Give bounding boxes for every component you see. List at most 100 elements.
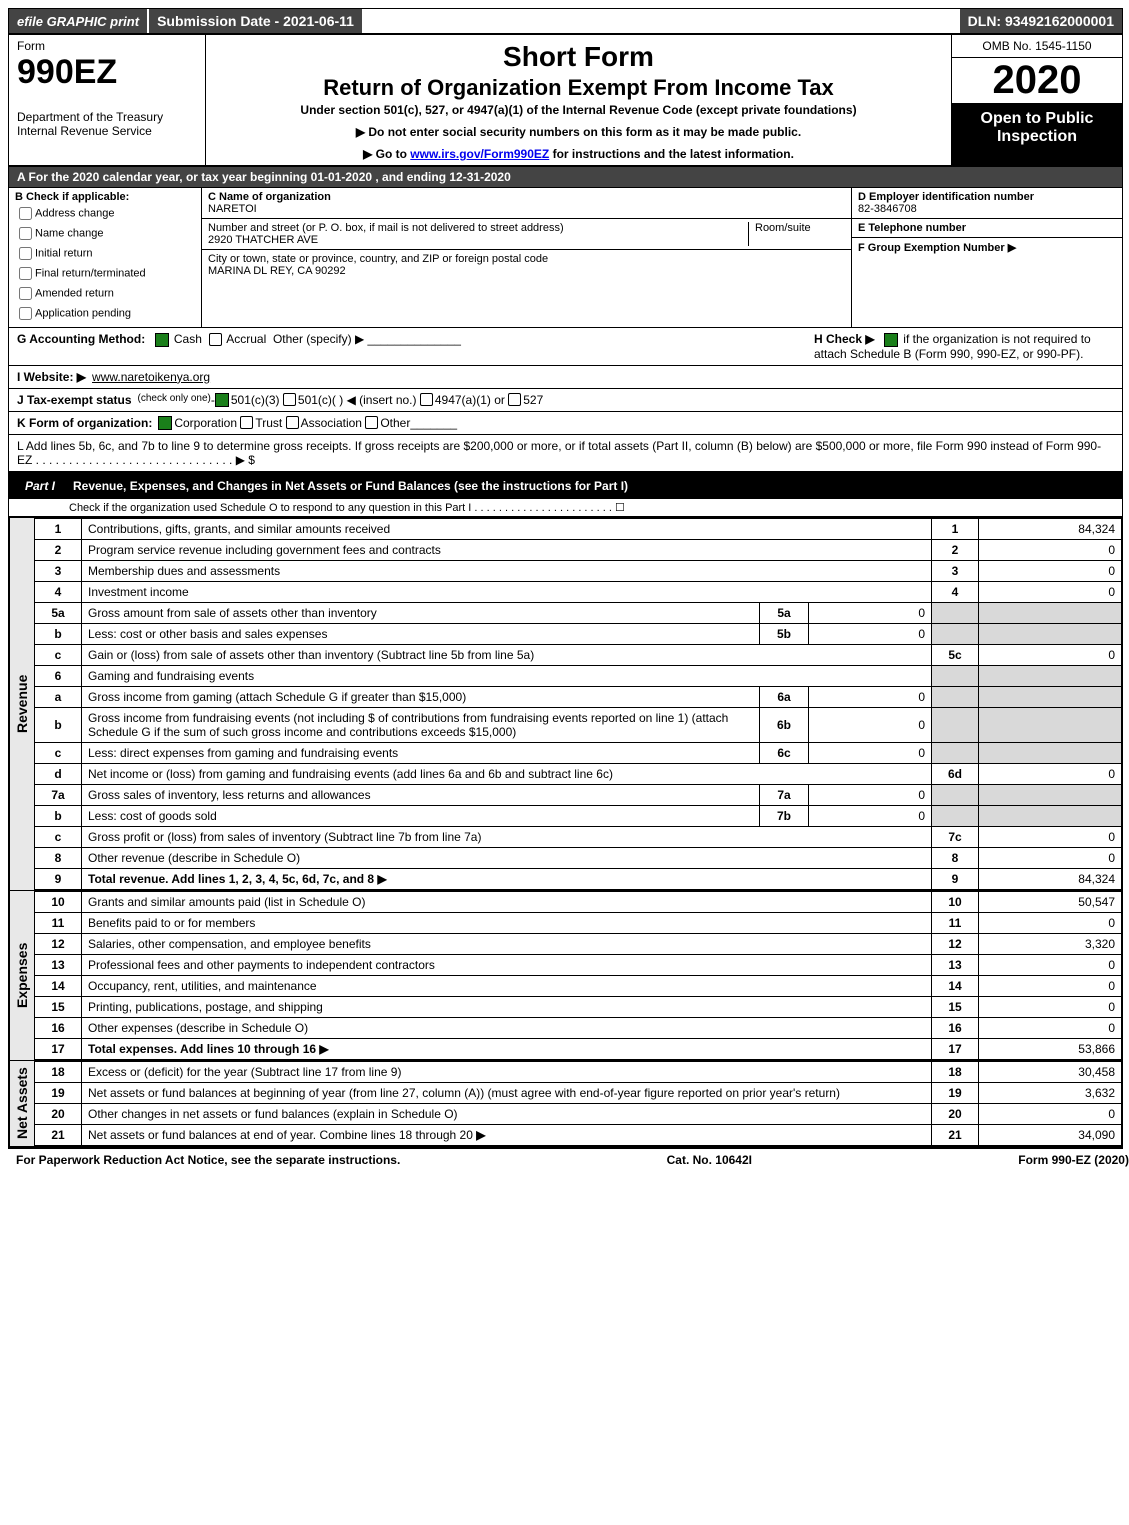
part1-name: Part I [17, 477, 63, 495]
top-bar: efile GRAPHIC print Submission Date - 20… [9, 9, 1122, 35]
line-6c: cLess: direct expenses from gaming and f… [35, 742, 1122, 763]
col-def: D Employer identification number 82-3846… [851, 188, 1122, 327]
footer-left: For Paperwork Reduction Act Notice, see … [16, 1153, 400, 1167]
line-5c: cGain or (loss) from sale of assets othe… [35, 644, 1122, 665]
org-city: MARINA DL REY, CA 90292 [208, 265, 845, 277]
website-link[interactable]: www.naretoikenya.org [92, 370, 210, 384]
chk-name-change[interactable]: Name change [15, 224, 195, 243]
revenue-section: Revenue 1Contributions, gifts, grants, a… [9, 517, 1122, 890]
d-ein: D Employer identification number 82-3846… [852, 188, 1122, 219]
col-c: C Name of organization NARETOI Number an… [202, 188, 851, 327]
org-address: 2920 THATCHER AVE [208, 234, 748, 246]
ein-value: 82-3846708 [858, 203, 1116, 215]
chk-corp-icon [158, 416, 172, 430]
room-suite-lbl: Room/suite [748, 222, 845, 246]
dept-irs: Internal Revenue Service [17, 124, 197, 138]
footer-form: Form 990-EZ (2020) [1018, 1153, 1129, 1167]
line-17: 17Total expenses. Add lines 10 through 1… [35, 1038, 1122, 1059]
header-left: Form 990EZ Department of the Treasury In… [9, 35, 206, 165]
revenue-table: 1Contributions, gifts, grants, and simil… [34, 518, 1122, 890]
line-18: 18Excess or (deficit) for the year (Subt… [35, 1061, 1122, 1082]
row-g-h: G Accounting Method: Cash Accrual Other … [9, 328, 1122, 366]
line-7c: cGross profit or (loss) from sales of in… [35, 826, 1122, 847]
line-10: 10Grants and similar amounts paid (list … [35, 891, 1122, 912]
form-990ez: efile GRAPHIC print Submission Date - 20… [8, 8, 1123, 1149]
chk-application-pending[interactable]: Application pending [15, 304, 195, 323]
revenue-side-label: Revenue [9, 518, 34, 890]
line-14: 14Occupancy, rent, utilities, and mainte… [35, 975, 1122, 996]
expenses-table: 10Grants and similar amounts paid (list … [34, 891, 1122, 1060]
dept-treasury: Department of the Treasury [17, 110, 197, 124]
dln: DLN: 93492162000001 [960, 9, 1122, 33]
h-check: H Check ▶ if the organization is not req… [814, 332, 1114, 361]
line-8: 8Other revenue (describe in Schedule O)8… [35, 847, 1122, 868]
row-i-website: I Website: ▶ www.naretoikenya.org [9, 366, 1122, 389]
chk-cash-icon [155, 333, 169, 347]
part1-header: Part I Revenue, Expenses, and Changes in… [9, 473, 1122, 499]
c-address: Number and street (or P. O. box, if mail… [202, 219, 851, 250]
part1-sub: Check if the organization used Schedule … [9, 499, 1122, 517]
note-ssn: ▶ Do not enter social security numbers o… [214, 125, 943, 139]
col-b: B Check if applicable: Address change Na… [9, 188, 202, 327]
e-phone: E Telephone number [852, 219, 1122, 238]
line-5b: bLess: cost or other basis and sales exp… [35, 623, 1122, 644]
line-7a: 7aGross sales of inventory, less returns… [35, 784, 1122, 805]
form-label: Form [17, 39, 197, 53]
entity-block: B Check if applicable: Address change Na… [9, 188, 1122, 328]
c-name: C Name of organization NARETOI [202, 188, 851, 219]
line-4: 4Investment income40 [35, 581, 1122, 602]
g-accounting: G Accounting Method: Cash Accrual Other … [17, 332, 814, 347]
line-20: 20Other changes in net assets or fund ba… [35, 1103, 1122, 1124]
header-mid: Short Form Return of Organization Exempt… [206, 35, 951, 165]
line-15: 15Printing, publications, postage, and s… [35, 996, 1122, 1017]
line-11: 11Benefits paid to or for members110 [35, 912, 1122, 933]
title-return: Return of Organization Exempt From Incom… [214, 75, 943, 101]
line-2: 2Program service revenue including gover… [35, 539, 1122, 560]
chk-h-icon [884, 333, 898, 347]
line-12: 12Salaries, other compensation, and empl… [35, 933, 1122, 954]
efile-label: efile GRAPHIC print [9, 9, 147, 33]
chk-501c3-icon [215, 393, 229, 407]
part1-title: Revenue, Expenses, and Changes in Net As… [73, 479, 628, 493]
line-9: 9Total revenue. Add lines 1, 2, 3, 4, 5c… [35, 868, 1122, 889]
row-j-status: J Tax-exempt status (check only one) - 5… [9, 389, 1122, 412]
footer: For Paperwork Reduction Act Notice, see … [8, 1149, 1129, 1171]
header-sub: Under section 501(c), 527, or 4947(a)(1)… [214, 103, 943, 117]
open-public: Open to Public Inspection [952, 104, 1122, 165]
footer-cat: Cat. No. 10642I [667, 1153, 752, 1167]
title-short-form: Short Form [214, 41, 943, 73]
b-label: B Check if applicable: [15, 191, 195, 203]
line-7b: bLess: cost of goods sold7b0 [35, 805, 1122, 826]
line-6d: dNet income or (loss) from gaming and fu… [35, 763, 1122, 784]
line-19: 19Net assets or fund balances at beginni… [35, 1082, 1122, 1103]
netassets-section: Net Assets 18Excess or (deficit) for the… [9, 1060, 1122, 1148]
tax-year: 2020 [952, 58, 1122, 104]
line-21: 21Net assets or fund balances at end of … [35, 1124, 1122, 1145]
line-6a: aGross income from gaming (attach Schedu… [35, 686, 1122, 707]
row-l: L Add lines 5b, 6c, and 7b to line 9 to … [9, 435, 1122, 473]
header-right: OMB No. 1545-1150 2020 Open to Public In… [951, 35, 1122, 165]
chk-amended-return[interactable]: Amended return [15, 284, 195, 303]
row-k-org: K Form of organization: Corporation Trus… [9, 412, 1122, 435]
netassets-side-label: Net Assets [9, 1061, 34, 1146]
line-5a: 5aGross amount from sale of assets other… [35, 602, 1122, 623]
irs-link[interactable]: www.irs.gov/Form990EZ [410, 147, 549, 161]
line-3: 3Membership dues and assessments30 [35, 560, 1122, 581]
line-16: 16Other expenses (describe in Schedule O… [35, 1017, 1122, 1038]
f-group: F Group Exemption Number ▶ [852, 238, 1122, 257]
chk-initial-return[interactable]: Initial return [15, 244, 195, 263]
line-1: 1Contributions, gifts, grants, and simil… [35, 518, 1122, 539]
line-6b: bGross income from fundraising events (n… [35, 707, 1122, 742]
form-header: Form 990EZ Department of the Treasury In… [9, 35, 1122, 167]
submission-date: Submission Date - 2021-06-11 [147, 9, 364, 33]
org-name: NARETOI [208, 203, 845, 215]
row-a-period: A For the 2020 calendar year, or tax yea… [9, 167, 1122, 188]
expenses-side-label: Expenses [9, 891, 34, 1060]
c-city: City or town, state or province, country… [202, 250, 851, 280]
note-link: ▶ Go to www.irs.gov/Form990EZ for instru… [214, 147, 943, 161]
chk-accrual-icon [209, 333, 222, 346]
chk-final-return[interactable]: Final return/terminated [15, 264, 195, 283]
expenses-section: Expenses 10Grants and similar amounts pa… [9, 890, 1122, 1060]
chk-address-change[interactable]: Address change [15, 204, 195, 223]
line-13: 13Professional fees and other payments t… [35, 954, 1122, 975]
